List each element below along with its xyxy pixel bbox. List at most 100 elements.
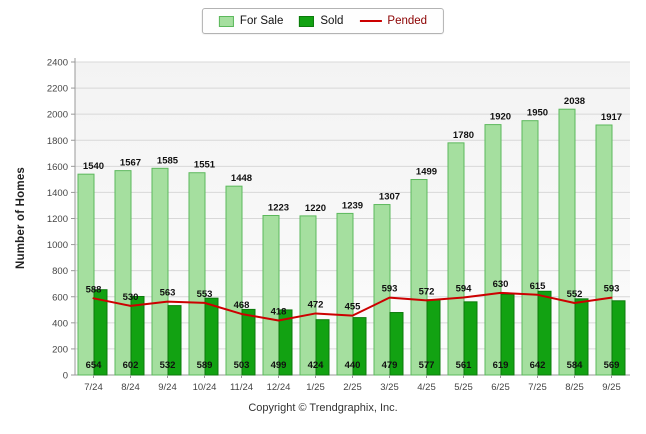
sold-value-label: 584	[567, 360, 584, 371]
sold-bar	[611, 300, 626, 376]
pended-value-label: 472	[308, 299, 324, 310]
legend-label-for-sale: For Sale	[239, 15, 284, 27]
x-tick-label: 7/24	[84, 382, 103, 393]
for-sale-value-label: 1540	[83, 161, 104, 172]
for-sale-value-label: 1307	[379, 192, 400, 203]
sold-value-label: 532	[160, 360, 176, 371]
for-sale-bar	[447, 142, 465, 376]
for-sale-value-label: 1920	[490, 112, 511, 123]
pended-value-label: 572	[419, 286, 435, 297]
copyright-text: Copyright © Trendgraphix, Inc.	[248, 402, 398, 414]
for-sale-bar	[299, 215, 317, 376]
legend-item-for-sale: For Sale	[218, 15, 284, 27]
x-tick-label: 11/24	[230, 382, 253, 393]
y-tick-label: 400	[52, 318, 68, 329]
for-sale-value-label: 1239	[342, 200, 363, 211]
for-sale-bar	[595, 124, 613, 376]
y-tick-label: 800	[52, 266, 68, 277]
y-tick-label: 2400	[47, 58, 68, 69]
pended-value-label: 593	[604, 284, 620, 295]
pended-value-label: 630	[493, 279, 509, 290]
sold-value-label: 654	[86, 360, 103, 371]
pended-line	[92, 291, 613, 322]
sold-value-label: 479	[382, 360, 398, 371]
sold-value-label: 569	[604, 360, 620, 371]
for-sale-bar	[484, 124, 502, 376]
legend-item-sold: Sold	[299, 15, 343, 27]
y-axis-title: Number of Homes	[15, 166, 27, 270]
pended-value-label: 530	[123, 292, 139, 303]
x-tick-label: 2/25	[343, 382, 362, 393]
sold-bar	[463, 301, 478, 376]
x-tick-label: 10/24	[193, 382, 217, 393]
sold-bar	[241, 308, 256, 376]
pended-value-label: 455	[345, 302, 362, 313]
pended-value-label: 468	[234, 300, 250, 311]
x-tick-label: 6/25	[491, 382, 510, 393]
sold-bar	[204, 297, 219, 376]
sold-bar	[93, 289, 108, 376]
for-sale-value-label: 1780	[453, 130, 474, 141]
x-tick-label: 8/24	[121, 382, 140, 393]
for-sale-bar	[188, 172, 206, 376]
y-tick-label: 1800	[47, 136, 68, 147]
sold-bar	[278, 309, 293, 376]
pended-value-label: 563	[160, 288, 176, 299]
legend: For Sale Sold Pended	[201, 8, 445, 34]
for-sale-swatch-icon	[218, 15, 234, 27]
sold-bar	[130, 295, 145, 376]
x-tick-label: 9/25	[602, 382, 621, 393]
pended-line-swatch-icon	[359, 20, 382, 22]
for-sale-value-label: 1585	[157, 155, 179, 166]
y-tick-label: 1000	[47, 240, 68, 251]
for-sale-bar	[558, 108, 576, 376]
for-sale-value-label: 2038	[564, 96, 585, 107]
sold-value-label: 499	[271, 360, 287, 371]
y-tick-label: 200	[52, 344, 68, 355]
y-tick-label: 600	[52, 292, 68, 303]
x-tick-label: 1/25	[306, 382, 325, 393]
y-tick-label: 1600	[47, 162, 68, 173]
sold-value-label: 440	[345, 360, 361, 371]
sold-value-label: 577	[419, 360, 435, 371]
x-tick-label: 9/24	[158, 382, 177, 393]
for-sale-value-label: 1499	[416, 167, 437, 178]
x-tick-label: 7/25	[528, 382, 547, 393]
pended-value-label: 552	[567, 289, 583, 300]
x-tick-label: 5/25	[454, 382, 473, 393]
legend-label-sold: Sold	[320, 15, 344, 27]
for-sale-value-label: 1220	[305, 203, 326, 214]
y-tick-label: 1400	[47, 188, 68, 199]
pended-value-label: 588	[86, 284, 102, 295]
pended-value-label: 594	[456, 284, 473, 295]
y-tick-label: 2000	[47, 110, 68, 121]
sold-value-label: 589	[197, 360, 213, 371]
for-sale-bar	[373, 204, 391, 376]
x-tick-label: 4/25	[417, 382, 436, 393]
for-sale-bar	[151, 167, 169, 376]
x-tick-label: 3/25	[380, 382, 399, 393]
sold-value-label: 619	[493, 360, 509, 371]
sold-value-label: 602	[123, 360, 139, 371]
y-tick-label: 1200	[47, 214, 68, 225]
sold-swatch-icon	[299, 15, 315, 27]
for-sale-value-label: 1950	[527, 108, 548, 119]
sold-bar	[352, 317, 367, 376]
legend-label-pended: Pended	[387, 15, 428, 27]
x-tick-label: 8/25	[565, 382, 584, 393]
for-sale-value-label: 1917	[601, 112, 622, 123]
sold-bar	[574, 298, 589, 376]
sold-value-label: 424	[308, 360, 325, 371]
sold-value-label: 642	[530, 360, 546, 371]
y-tick-label: 0	[63, 371, 68, 382]
y-tick-label: 2200	[47, 84, 68, 95]
pended-value-label: 593	[382, 284, 398, 295]
for-sale-bar	[521, 120, 539, 376]
legend-item-pended: Pended	[359, 15, 427, 27]
sold-bar	[389, 312, 404, 376]
sold-bar	[500, 293, 515, 376]
for-sale-bar	[77, 173, 95, 376]
sold-value-label: 561	[456, 360, 473, 371]
